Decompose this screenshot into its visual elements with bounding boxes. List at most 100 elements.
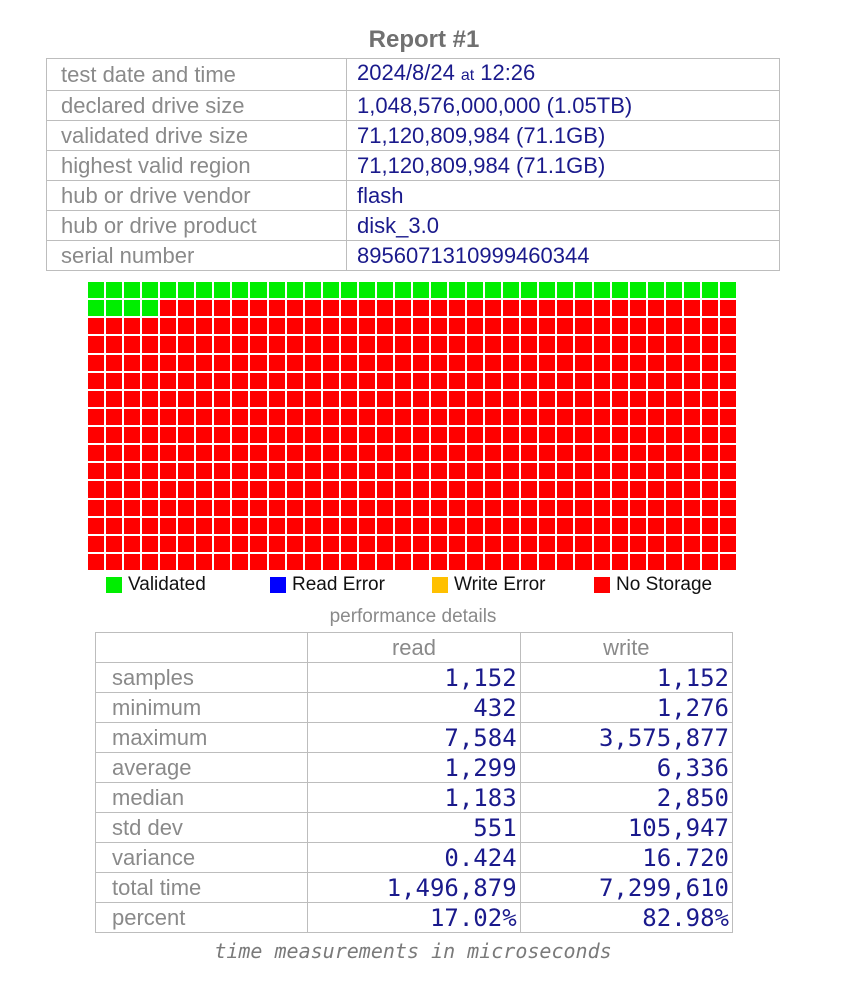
no-storage-cell [593, 336, 610, 353]
serial-label: serial number [46, 240, 347, 271]
no-storage-cell [376, 499, 393, 516]
performance-table: read write samples 1,152 1,152 minimum 4… [94, 632, 734, 933]
no-storage-cell [394, 427, 411, 444]
validated-cell [268, 282, 285, 299]
no-storage-cell [268, 535, 285, 552]
no-storage-cell [322, 390, 339, 407]
no-storage-cell [196, 354, 213, 371]
row-label: total time [94, 872, 309, 903]
validated-cell [467, 282, 484, 299]
no-storage-cell [701, 427, 718, 444]
no-storage-cell [106, 517, 123, 534]
performance-title: performance details [329, 606, 497, 627]
no-storage-cell [467, 535, 484, 552]
validated-cell [106, 282, 123, 299]
no-storage-cell [719, 372, 736, 389]
no-storage-cell [268, 553, 285, 570]
no-storage-cell [467, 517, 484, 534]
no-storage-cell [412, 408, 430, 425]
no-storage-cell [701, 390, 718, 407]
no-storage-cell [629, 535, 646, 552]
no-storage-cell [394, 553, 411, 570]
no-storage-cell [322, 535, 339, 552]
no-storage-cell [521, 535, 538, 552]
no-storage-cell [214, 300, 231, 317]
no-storage-cell [683, 535, 700, 552]
validated-cell [358, 282, 375, 299]
no-storage-cell [449, 517, 466, 534]
table-row: average 1,299 6,336 [94, 752, 734, 783]
no-storage-cell [719, 408, 736, 425]
no-storage-cell [394, 390, 411, 407]
table-row: declared drive size 1,048,576,000,000 (1… [46, 90, 780, 121]
no-storage-cell [304, 354, 321, 371]
no-storage-cell [196, 481, 213, 498]
no-storage-cell [214, 408, 231, 425]
no-storage-cell [683, 390, 700, 407]
no-storage-cell [431, 372, 448, 389]
no-storage-cell [431, 517, 448, 534]
no-storage-cell [629, 517, 646, 534]
table-row: hub or drive vendor flash [46, 180, 780, 211]
no-storage-cell [665, 535, 682, 552]
serial-value: 8956071310999460344 [346, 240, 780, 271]
write-value: 7,299,610 [519, 872, 734, 903]
validated-swatch-icon [106, 577, 122, 593]
no-storage-cell [557, 535, 574, 552]
no-storage-cell [683, 318, 700, 335]
no-storage-cell [250, 336, 267, 353]
no-storage-cell [665, 427, 682, 444]
no-storage-cell [340, 427, 357, 444]
no-storage-cell [575, 318, 592, 335]
no-storage-cell [214, 481, 231, 498]
no-storage-cell [358, 517, 375, 534]
no-storage-cell [358, 445, 375, 462]
no-storage-cell [358, 463, 375, 480]
no-storage-cell [647, 499, 664, 516]
validated-cell [683, 282, 700, 299]
no-storage-cell [503, 481, 520, 498]
no-storage-cell [521, 427, 538, 444]
no-storage-cell [214, 427, 231, 444]
no-storage-cell [304, 300, 321, 317]
no-storage-cell [250, 300, 267, 317]
no-storage-cell [268, 390, 285, 407]
write-value: 1,276 [519, 692, 734, 723]
write-value: 6,336 [519, 752, 734, 783]
no-storage-cell [683, 372, 700, 389]
row-label: average [94, 752, 309, 783]
no-storage-cell [665, 553, 682, 570]
no-storage-cell [232, 390, 249, 407]
legend-validated-label: Validated [128, 574, 206, 595]
no-storage-cell [629, 427, 646, 444]
no-storage-cell [142, 318, 159, 335]
no-storage-cell [449, 553, 466, 570]
no-storage-cell [160, 300, 177, 317]
no-storage-cell [629, 354, 646, 371]
no-storage-cell [431, 499, 448, 516]
product-label: hub or drive product [46, 210, 347, 241]
no-storage-cell [593, 427, 610, 444]
no-storage-cell [719, 463, 736, 480]
no-storage-cell [557, 517, 574, 534]
no-storage-cell [178, 336, 195, 353]
no-storage-cell [593, 372, 610, 389]
no-storage-cell [142, 408, 159, 425]
no-storage-cell [701, 336, 718, 353]
no-storage-cell [683, 408, 700, 425]
no-storage-cell [665, 499, 682, 516]
no-storage-cell [683, 336, 700, 353]
no-storage-cell [394, 481, 411, 498]
no-storage-cell [593, 463, 610, 480]
no-storage-cell [665, 445, 682, 462]
no-storage-cell [358, 318, 375, 335]
no-storage-cell [250, 535, 267, 552]
no-storage-cell [124, 463, 141, 480]
no-storage-cell [521, 481, 538, 498]
no-storage-cell [521, 336, 538, 353]
no-storage-cell [467, 499, 484, 516]
no-storage-cell [539, 481, 556, 498]
no-storage-cell [286, 336, 303, 353]
no-storage-cell [394, 408, 411, 425]
read-error-swatch-icon [270, 577, 286, 593]
